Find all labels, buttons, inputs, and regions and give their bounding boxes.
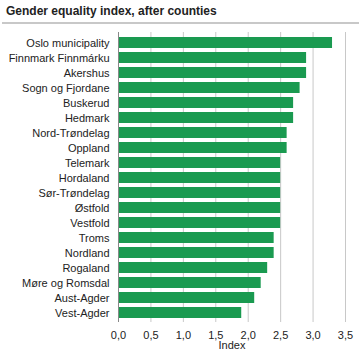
svg-text:Nordland: Nordland [65, 247, 110, 259]
svg-text:Nord-Trøndelag: Nord-Trøndelag [32, 127, 109, 139]
svg-text:Buskerud: Buskerud [63, 97, 109, 109]
svg-text:3,5: 3,5 [338, 329, 353, 341]
svg-text:Hordaland: Hordaland [59, 172, 110, 184]
svg-text:Akershus: Akershus [64, 67, 110, 79]
svg-text:Index: Index [219, 339, 246, 351]
svg-text:2,0: 2,0 [240, 329, 256, 342]
svg-text:Oslo municipality: Oslo municipality [26, 37, 110, 49]
svg-text:Aust-Agder: Aust-Agder [54, 292, 109, 304]
svg-text:0,0: 0,0 [111, 329, 126, 341]
svg-text:3,0: 3,0 [305, 329, 320, 341]
svg-text:0,5: 0,5 [143, 329, 158, 341]
svg-text:Telemark: Telemark [65, 157, 110, 169]
html-text:Gender equality index, after c: Gender equality index, after counties [6, 4, 217, 18]
svg-text:1,0: 1,0 [176, 329, 191, 341]
svg-text:Sogn og Fjordane: Sogn og Fjordane [22, 82, 109, 94]
svg-text:Troms: Troms [79, 232, 110, 244]
svg-text:Oppland: Oppland [68, 142, 110, 154]
svg-text:Østfold: Østfold [75, 202, 110, 214]
svg-text:Finnmark Finnmárku: Finnmark Finnmárku [9, 52, 110, 64]
svg-text:Rogaland: Rogaland [62, 262, 109, 274]
svg-text:Vestfold: Vestfold [70, 217, 109, 229]
svg-text:Møre og Romsdal: Møre og Romsdal [22, 277, 109, 289]
svg-text:Vest-Agder: Vest-Agder [55, 307, 110, 319]
svg-text:2,5: 2,5 [273, 329, 288, 341]
svg-text:Hedmark: Hedmark [65, 112, 110, 124]
svg-text:1,5: 1,5 [208, 329, 224, 342]
svg-text:Sør-Trøndelag: Sør-Trøndelag [38, 187, 109, 199]
